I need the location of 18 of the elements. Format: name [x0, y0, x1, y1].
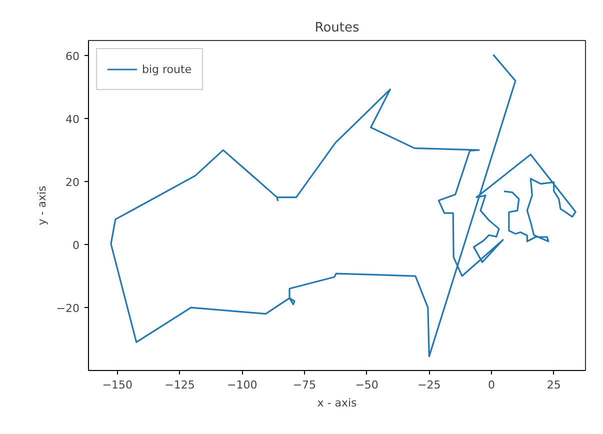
y-tick-label: 60	[66, 50, 80, 64]
y-tick-label: 40	[66, 113, 80, 126]
y-tick-label: 0	[72, 239, 80, 252]
x-axis-title: x - axis	[317, 396, 358, 410]
y-axis-title: y - axis	[35, 185, 48, 226]
y-tick-label: −20	[56, 302, 80, 316]
x-tick-label: −150	[102, 378, 133, 392]
x-tick-label: −100	[227, 378, 258, 392]
line-series	[110, 54, 576, 358]
x-tick-label: −125	[164, 378, 195, 392]
x-tick-label: 0	[488, 378, 495, 392]
x-tick-label: 25	[546, 378, 561, 392]
chart-title: Routes	[314, 20, 360, 36]
x-tick-label: −75	[292, 378, 316, 392]
x-tick-label: −25	[418, 378, 441, 392]
legend-label: big route	[142, 62, 192, 76]
x-tick-label: −50	[355, 378, 378, 392]
y-tick-label: 20	[66, 176, 80, 190]
